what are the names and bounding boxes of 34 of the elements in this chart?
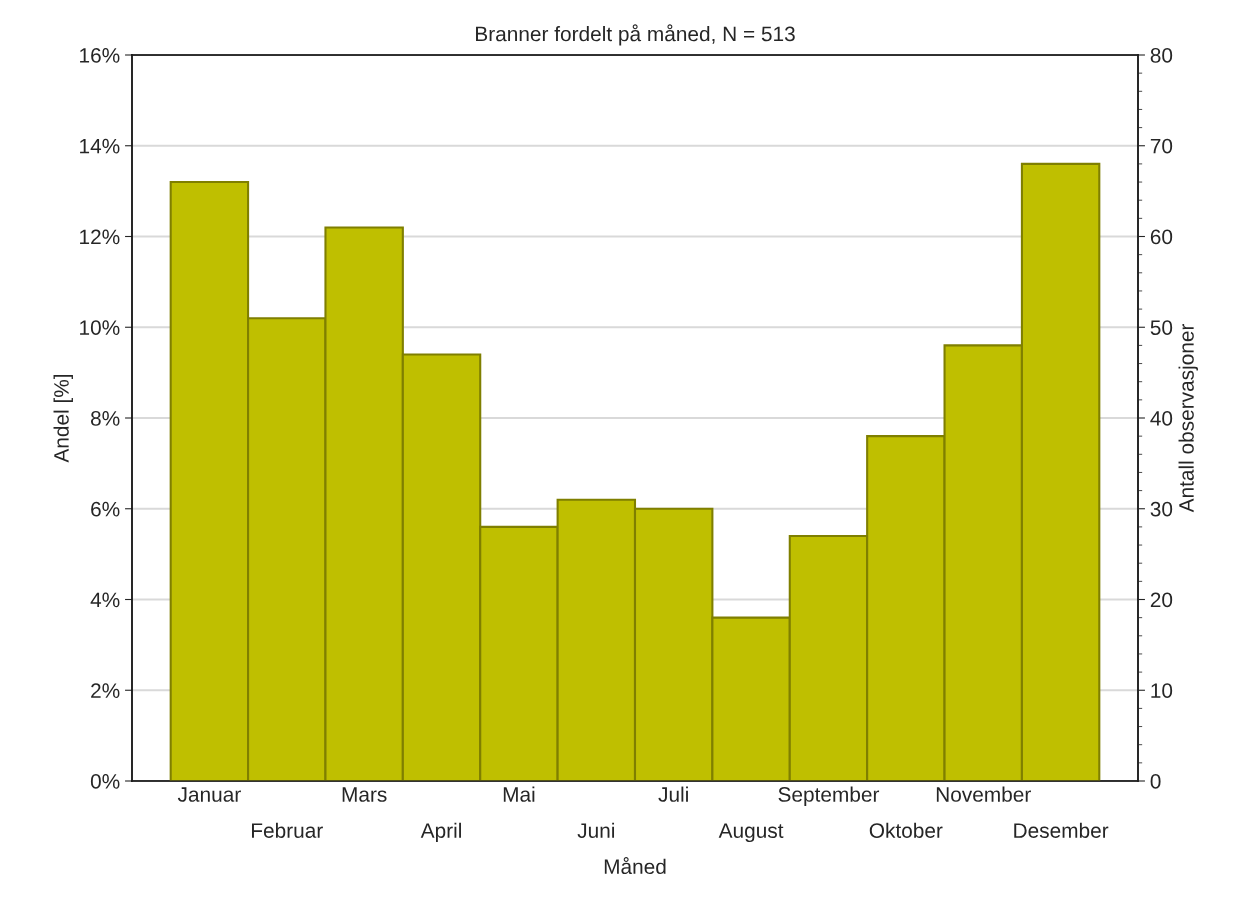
y-tick-label: 8% xyxy=(90,411,120,426)
chart-title: Branner fordelt på måned, N = 513 xyxy=(476,24,795,46)
y2-tick-label: 10 xyxy=(1151,683,1173,698)
y-tick-label: 4% xyxy=(90,592,120,608)
y2-tick-label: 20 xyxy=(1150,592,1173,608)
y-tick-label: 12% xyxy=(80,229,120,245)
y-tick-label: 0% xyxy=(90,774,120,789)
y2-tick-label: 30 xyxy=(1150,501,1173,517)
x-tick-label: Mars xyxy=(342,787,387,802)
y2-tick-label: 80 xyxy=(1150,48,1173,63)
y2-axis-title: Antall observasjoner xyxy=(1178,323,1198,513)
y-axis-title: Andel [%] xyxy=(53,374,73,463)
y2-tick-label: 0 xyxy=(1150,774,1161,789)
x-tick-label: Desember xyxy=(1014,822,1109,838)
y-tick-label: 10% xyxy=(80,320,120,335)
y-tick-label: 14% xyxy=(80,138,120,154)
x-tick-label: Januar xyxy=(177,787,241,802)
x-tick-label: Juni xyxy=(577,822,615,838)
x-tick-label: Juli xyxy=(658,786,688,802)
x-tick-label: April xyxy=(420,822,461,843)
x-tick-label: August xyxy=(718,823,784,843)
y-tick-label: 2% xyxy=(91,683,120,698)
x-tick-label: November xyxy=(936,786,1031,802)
x-tick-label: September xyxy=(778,786,880,806)
y2-tick-label: 50 xyxy=(1150,320,1173,335)
x-axis-title: Måned xyxy=(604,857,666,875)
x-tick-label: Mai xyxy=(503,786,535,802)
y-tick-label: 6% xyxy=(91,501,120,517)
y2-tick-label: 70 xyxy=(1150,138,1173,154)
y-tick-label: 16% xyxy=(80,48,120,63)
y2-tick-label: 40 xyxy=(1150,411,1173,426)
x-tick-label: Oktober xyxy=(869,822,943,838)
x-tick-label: Februar xyxy=(252,822,323,838)
y2-tick-label: 60 xyxy=(1150,229,1173,245)
